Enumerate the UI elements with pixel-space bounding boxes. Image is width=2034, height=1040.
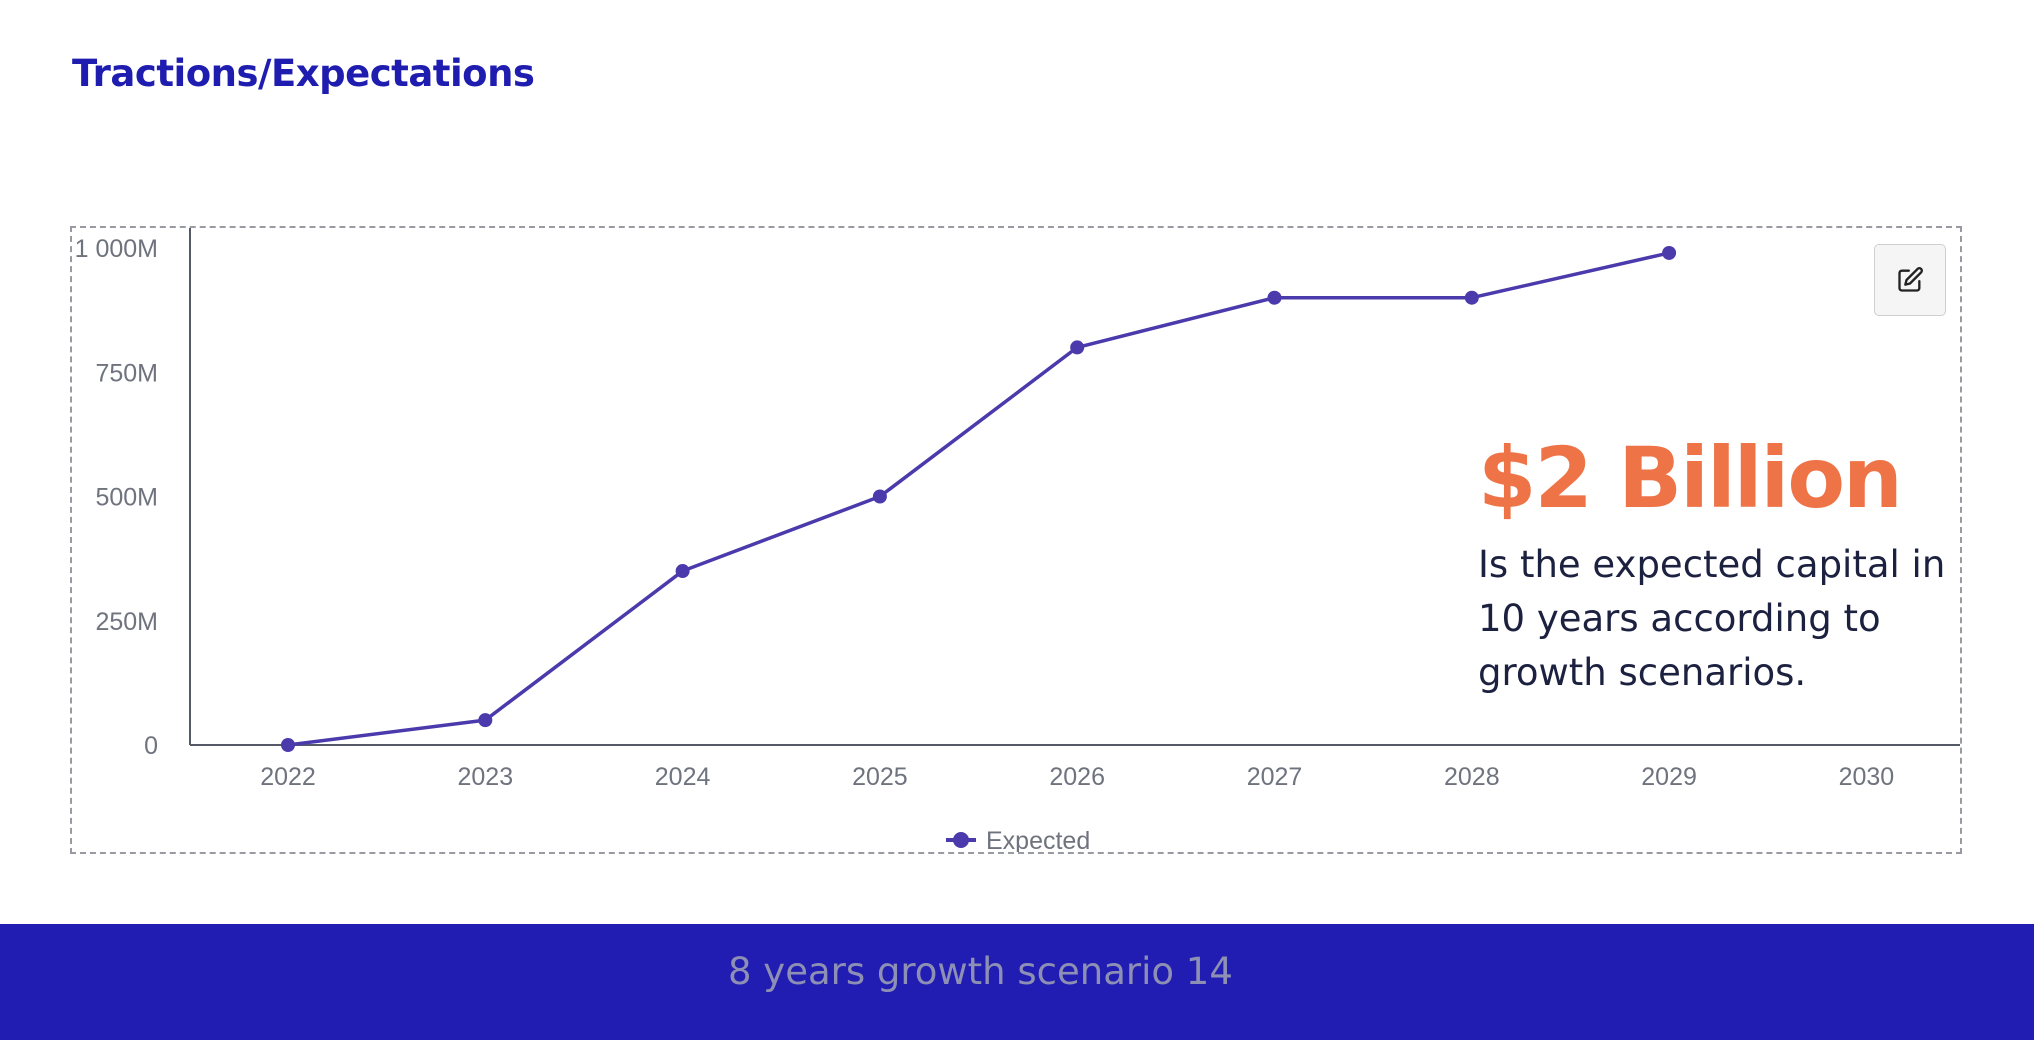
x-tick-label: 2025 (852, 763, 908, 791)
data-point (281, 738, 295, 752)
series-line (287, 251, 1670, 747)
x-tick-label: 2030 (1839, 763, 1895, 791)
page-title: Tractions/Expectations (72, 52, 535, 95)
x-tick-label: 2028 (1444, 763, 1500, 791)
y-tick-label: 750M (95, 359, 158, 387)
legend-label: Expected (986, 827, 1090, 852)
data-point (872, 489, 887, 504)
y-tick-label: 250M (95, 608, 158, 636)
data-point (478, 713, 493, 728)
data-point (1267, 290, 1282, 305)
callout-headline: $2 Billion (1478, 429, 1903, 527)
chart-frame: 0 250M 500M 750M 1 000M 2022 2023 2024 2025 2026 2… (70, 226, 1962, 854)
data-point (1070, 340, 1085, 355)
y-tick-label: 500M (95, 484, 158, 512)
x-tick-label: 2022 (260, 763, 316, 791)
footer-text: 8 years growth scenario 14 (728, 950, 1233, 993)
legend-marker (953, 832, 969, 848)
line-chart: 0 250M 500M 750M 1 000M 2022 2023 2024 2025 2026 2… (75, 228, 1960, 852)
footer-bar (0, 924, 2034, 1040)
callout: $2 Billion Is the expected capital in 10… (1478, 428, 1948, 700)
edit-icon (1898, 267, 1923, 292)
data-point (1662, 245, 1677, 260)
y-tick-label: 0 (144, 732, 158, 760)
edit-button[interactable] (1874, 244, 1946, 316)
x-tick-label: 2024 (655, 763, 711, 791)
callout-text: Is the expected capital in 10 years acco… (1478, 543, 1946, 694)
x-tick-label: 2027 (1247, 763, 1303, 791)
x-tick-label: 2023 (457, 763, 513, 791)
data-point (675, 564, 690, 579)
data-point (1464, 290, 1479, 305)
x-tick-label: 2029 (1641, 763, 1697, 791)
y-tick-label: 1 000M (75, 235, 158, 263)
x-tick-label: 2026 (1049, 763, 1105, 791)
